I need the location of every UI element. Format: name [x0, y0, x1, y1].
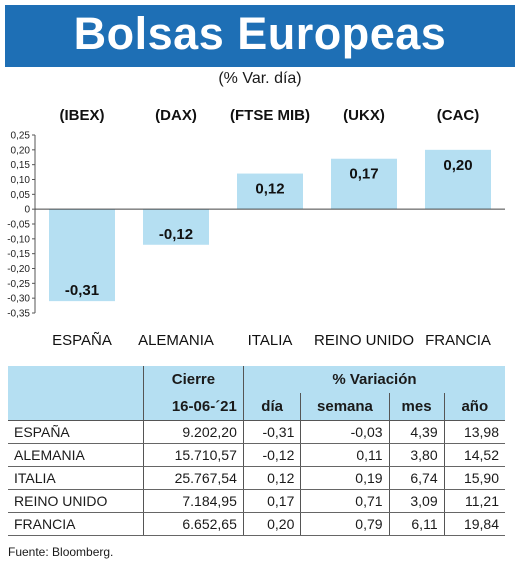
- chart-subtitle: (% Var. día): [218, 70, 302, 87]
- value-label: -0,31: [65, 282, 99, 299]
- bar-chart: 0,25 0,20 0,15 0,10 0,05 0 -0,05 -0,10 -0,15 -0,2…: [7, 107, 505, 349]
- row-mes: 3,09: [388, 489, 445, 513]
- row-cierre: 15.710,57: [142, 443, 244, 467]
- row-semana: 0,19: [300, 466, 390, 490]
- value-label: 0,17: [349, 166, 378, 183]
- corner-header: [8, 366, 144, 393]
- y-tick-label: 0: [24, 205, 30, 216]
- y-tick-label: 0,25: [11, 131, 31, 142]
- row-mes: 6,11: [388, 512, 445, 536]
- bar: [425, 149, 491, 210]
- row-ano: 11,21: [443, 489, 505, 513]
- category-label: ALEMANIA: [138, 332, 214, 349]
- bar: [49, 209, 115, 302]
- row-cierre: 7.184,95: [142, 489, 244, 513]
- semana-header: semana: [300, 393, 390, 421]
- index-label: (CAC): [437, 107, 480, 124]
- row-ano: 13,98: [443, 420, 505, 444]
- data-table: Cierre % Variación 16-06-´21 día semana …: [8, 366, 505, 536]
- y-tick-label: -0,10: [7, 234, 30, 245]
- dia-header: día: [242, 393, 301, 421]
- table-row: ALEMANIA 15.710,57 -0,12 0,11 3,80 14,52: [8, 443, 505, 467]
- row-ano: 19,84: [443, 512, 505, 536]
- row-semana: 0,11: [300, 443, 390, 467]
- y-tick-label: -0,05: [7, 220, 30, 231]
- variacion-header: % Variación: [242, 366, 505, 393]
- row-mes: 3,80: [388, 443, 445, 467]
- row-dia: 0,20: [242, 512, 301, 536]
- row-dia: -0,31: [242, 420, 301, 444]
- y-tick-label: 0,10: [11, 175, 31, 186]
- y-tick-label: -0,25: [7, 279, 30, 290]
- table-row: FRANCIA 6.652,65 0,20 0,79 6,11 19,84: [8, 512, 505, 536]
- row-cierre: 25.767,54: [142, 466, 244, 490]
- row-ano: 15,90: [443, 466, 505, 490]
- row-cierre: 6.652,65: [142, 512, 244, 536]
- table-row: ESPAÑA 9.202,20 -0,31 -0,03 4,39 13,98: [8, 420, 505, 444]
- table-row: ITALIA 25.767,54 0,12 0,19 6,74 15,90: [8, 466, 505, 490]
- row-semana: 0,71: [300, 489, 390, 513]
- row-name: FRANCIA: [8, 512, 144, 536]
- index-label: (IBEX): [60, 107, 105, 124]
- row-semana: -0,03: [300, 420, 390, 444]
- value-label: -0,12: [159, 226, 193, 243]
- value-label: 0,12: [255, 181, 284, 198]
- y-tick-label: 0,20: [11, 145, 31, 156]
- index-label: (UKX): [343, 107, 385, 124]
- row-name: ESPAÑA: [8, 420, 144, 444]
- table-row: REINO UNIDO 7.184,95 0,17 0,71 3,09 11,2…: [8, 489, 505, 513]
- row-semana: 0,79: [300, 512, 390, 536]
- y-tick-label: 0,15: [11, 160, 31, 171]
- corner-subheader: [8, 393, 144, 421]
- index-label: (DAX): [155, 107, 197, 124]
- y-tick-label: -0,20: [7, 264, 30, 275]
- index-label: (FTSE MIB): [230, 107, 310, 124]
- ano-header: año: [443, 393, 505, 421]
- bar: [143, 209, 209, 245]
- category-label: ITALIA: [248, 332, 293, 349]
- value-label: 0,20: [443, 157, 472, 174]
- row-mes: 6,74: [388, 466, 445, 490]
- page-title: Bolsas Europeas: [73, 8, 447, 59]
- row-dia: 0,12: [242, 466, 301, 490]
- row-name: ITALIA: [8, 466, 144, 490]
- source-note: Fuente: Bloomberg.: [8, 545, 114, 559]
- row-name: REINO UNIDO: [8, 489, 144, 513]
- bar: [237, 173, 303, 210]
- mes-header: mes: [388, 393, 445, 421]
- row-dia: 0,17: [242, 489, 301, 513]
- row-mes: 4,39: [388, 420, 445, 444]
- y-tick-label: -0,35: [7, 309, 30, 320]
- row-name: ALEMANIA: [8, 443, 144, 467]
- y-tick-label: -0,15: [7, 249, 30, 260]
- cierre-header: Cierre: [142, 366, 244, 393]
- row-dia: -0,12: [242, 443, 301, 467]
- y-tick-label: -0,30: [7, 294, 30, 305]
- category-label: ESPAÑA: [52, 332, 112, 349]
- row-ano: 14,52: [443, 443, 505, 467]
- date-header: 16-06-´21: [142, 393, 244, 421]
- category-label: REINO UNIDO: [314, 332, 414, 349]
- row-cierre: 9.202,20: [142, 420, 244, 444]
- bar: [331, 158, 397, 210]
- y-tick-label: 0,05: [11, 190, 31, 201]
- title-bar: Bolsas Europeas: [5, 5, 515, 67]
- category-label: FRANCIA: [425, 332, 491, 349]
